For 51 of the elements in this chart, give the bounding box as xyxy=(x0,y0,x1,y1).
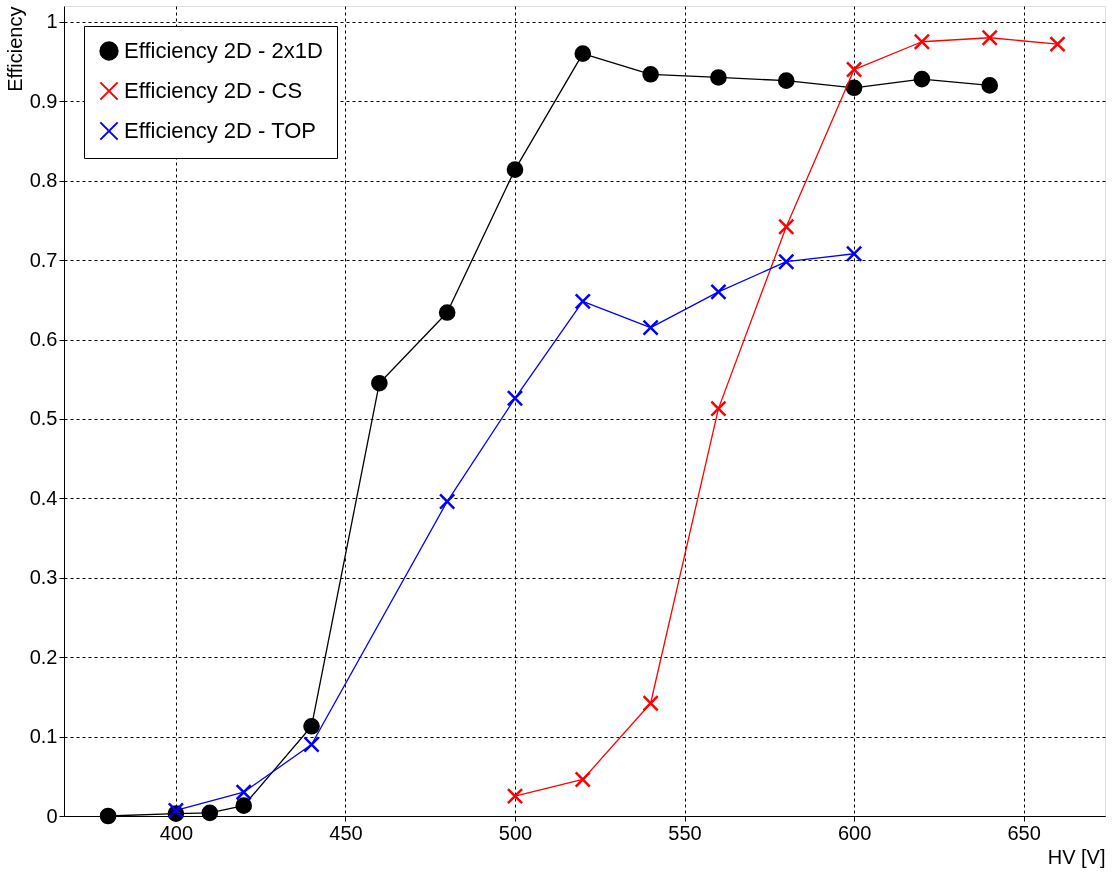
y-tick-label: 0.9 xyxy=(29,89,58,112)
point xyxy=(845,245,863,263)
point xyxy=(777,253,795,271)
point xyxy=(913,70,931,88)
point xyxy=(574,771,592,788)
x-tick-label: 550 xyxy=(668,821,702,844)
point xyxy=(438,493,456,510)
point xyxy=(777,72,795,89)
y-tick-label: 0.4 xyxy=(29,486,58,509)
point xyxy=(642,319,659,336)
point xyxy=(1049,35,1066,53)
y-tick-label: 0.3 xyxy=(29,566,58,589)
y-tick-label: 0 xyxy=(46,804,58,827)
point xyxy=(777,218,795,236)
point xyxy=(710,69,727,86)
y-tick-label: 0.7 xyxy=(29,248,58,271)
y-tick-label: 1 xyxy=(46,10,58,33)
x-tick-label: 650 xyxy=(1007,821,1041,844)
point xyxy=(913,33,931,51)
point xyxy=(506,787,524,805)
point xyxy=(235,783,253,801)
legend-label: Efficiency 2D - CS xyxy=(124,78,303,103)
y-tick-label: 0.1 xyxy=(29,725,58,748)
point xyxy=(845,61,863,78)
point xyxy=(981,77,999,94)
point xyxy=(710,400,727,417)
point xyxy=(99,807,117,825)
point xyxy=(438,304,456,321)
y-axis-title: Efficiency xyxy=(3,6,26,92)
point xyxy=(981,29,999,47)
point xyxy=(574,45,592,62)
point xyxy=(506,389,524,407)
legend-label: Efficiency 2D - 2x1D xyxy=(124,38,323,63)
point xyxy=(371,374,388,392)
x-tick-label: 450 xyxy=(329,821,363,844)
point xyxy=(710,283,727,301)
point xyxy=(642,694,659,712)
point xyxy=(574,293,592,310)
point xyxy=(506,161,524,178)
y-tick-label: 0.5 xyxy=(29,407,58,430)
point xyxy=(642,65,659,83)
x-tick-label: 600 xyxy=(837,821,872,844)
y-tick-label: 0.8 xyxy=(29,169,58,192)
x-axis-title: HV [V] xyxy=(1047,845,1106,868)
y-tick-label: 0.2 xyxy=(29,645,58,668)
point xyxy=(303,736,320,753)
legend-label: Efficiency 2D - TOP xyxy=(124,118,316,143)
point xyxy=(235,797,253,814)
x-tick-label: 500 xyxy=(498,821,533,844)
x-tick-label: 400 xyxy=(159,821,194,844)
y-tick-label: 0.6 xyxy=(29,328,58,351)
